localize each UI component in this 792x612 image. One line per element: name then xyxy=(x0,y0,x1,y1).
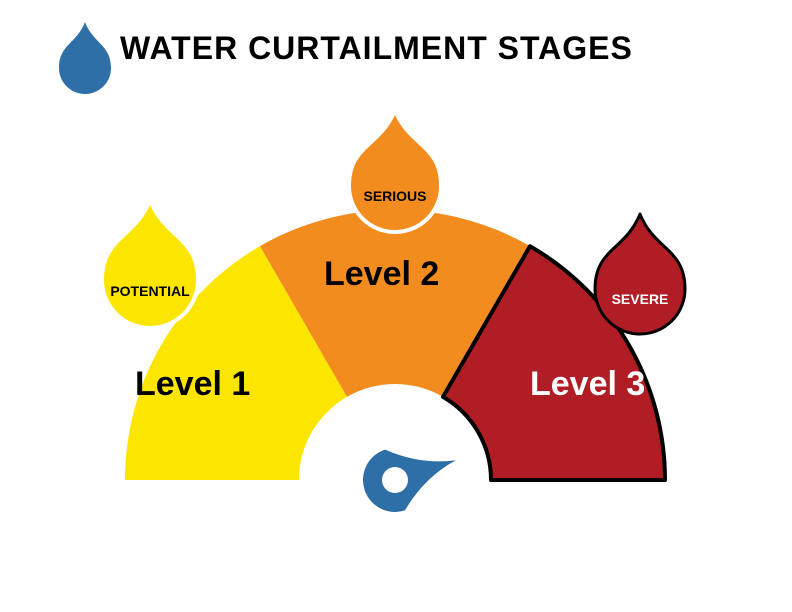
drop-label-serious: SERIOUS xyxy=(335,188,455,204)
label-level-1: Level 1 xyxy=(135,365,250,404)
infographic-root: WATER CURTAILMENT STAGES Level 1 Level 2… xyxy=(0,0,792,612)
gauge-pointer-icon xyxy=(363,450,456,512)
gauge-pointer-hole xyxy=(382,467,408,493)
water-drop-icon xyxy=(59,22,111,94)
drop-label-severe: SEVERE xyxy=(580,291,700,307)
drop-level1 xyxy=(102,200,198,328)
label-level-3: Level 3 xyxy=(530,365,645,404)
drop-label-potential: POTENTIAL xyxy=(90,283,210,299)
drop-level3 xyxy=(595,214,685,334)
drop-level2 xyxy=(349,110,441,232)
page-title: WATER CURTAILMENT STAGES xyxy=(120,30,633,67)
label-level-2: Level 2 xyxy=(324,255,439,294)
